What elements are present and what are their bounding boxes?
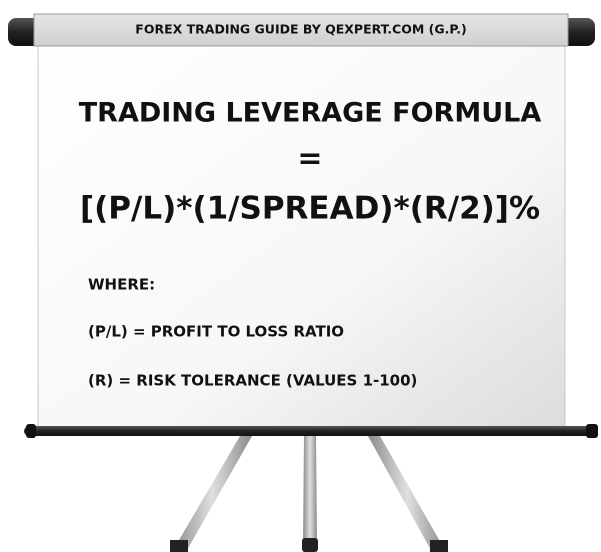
definition: (P/L) = PROFIT TO LOSS RATIO — [88, 323, 344, 341]
foot — [302, 538, 318, 552]
projection-board: FOREX TRADING GUIDE BY QEXPERT.COM (G.P.… — [0, 0, 601, 552]
board-title: TRADING LEVERAGE FORMULA — [79, 98, 542, 129]
where-label: WHERE: — [88, 276, 155, 294]
equals-sign: = — [297, 142, 322, 177]
definition: (R) = RISK TOLERANCE (VALUES 1-100) — [88, 372, 417, 390]
page: {"header": {"title": "FOREX TRADING GUID… — [0, 0, 601, 552]
left-leg — [172, 436, 252, 552]
foot — [170, 540, 188, 552]
formula: [(P/L)*(1/SPREAD)*(R/2)]% — [80, 191, 540, 227]
middle-leg — [303, 436, 317, 546]
right-leg — [368, 436, 446, 552]
bottom-bar — [24, 426, 598, 436]
bar-cap — [586, 424, 598, 438]
foot — [430, 540, 448, 552]
header-title: FOREX TRADING GUIDE BY QEXPERT.COM (G.P.… — [135, 22, 466, 37]
tripod — [170, 436, 448, 552]
bar-cap — [26, 424, 36, 438]
